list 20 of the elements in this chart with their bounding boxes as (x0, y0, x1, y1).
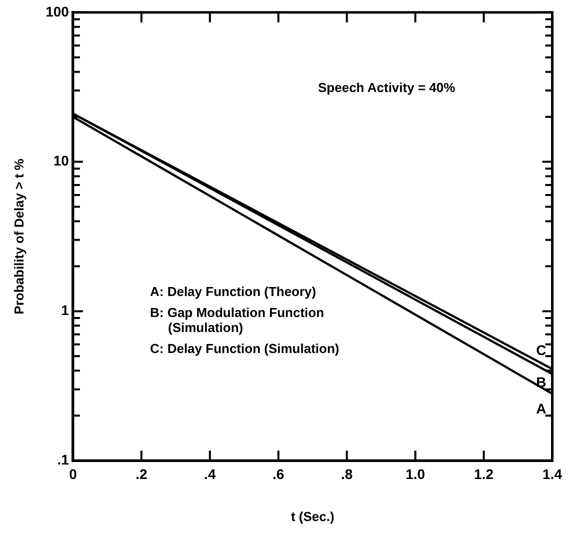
annotation: A: Delay Function (Theory) (150, 284, 318, 299)
x-tick-label: 1.2 (474, 466, 494, 482)
y-tick-label: 100 (46, 3, 70, 20)
x-tick-label: .6 (272, 466, 284, 482)
x-tick-label: 1.4 (542, 466, 562, 482)
legend-label: A (536, 400, 546, 417)
annotation: B: Gap Modulation Function (Simulation) (150, 305, 326, 335)
x-tick-label: .8 (341, 466, 353, 482)
x-tick-label: 1.0 (406, 466, 426, 482)
x-axis-title: t (Sec.) (290, 508, 334, 524)
y-tick-label: 1 (61, 302, 70, 318)
x-tick-label: .2 (136, 466, 148, 482)
y-tick-label: .1 (57, 451, 70, 468)
x-tick-label: 0 (69, 466, 78, 482)
legend-label: C (536, 342, 546, 358)
x-tick-label: .4 (204, 466, 216, 482)
annotation: Speech Activity = 40% (318, 80, 456, 95)
annotation: C: Delay Function (Simulation) (150, 341, 340, 356)
y-tick-label: 10 (53, 152, 70, 169)
y-axis-title: Probability of Delay > t % (11, 158, 26, 314)
